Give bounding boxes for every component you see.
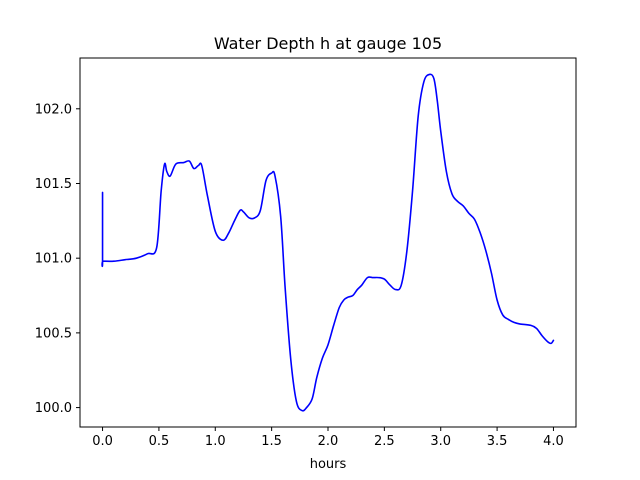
y-tick-label: 101.0 — [35, 252, 72, 267]
x-tick-label: 1.5 — [261, 434, 282, 449]
x-tick-label: 3.0 — [430, 434, 451, 449]
axis-ticks: 0.0 0.5 1.0 1.5 2.0 2.5 3.0 3.5 4.0 100.0 100.5 101… — [35, 102, 564, 449]
x-tick-label: 2.0 — [318, 434, 339, 449]
x-tick-label: 4.0 — [543, 434, 564, 449]
x-tick-label: 0.5 — [149, 434, 170, 449]
x-axis-label: hours — [310, 457, 347, 472]
x-tick-label: 1.0 — [205, 434, 226, 449]
y-tick-label: 100.0 — [35, 401, 72, 416]
chart-title: Water Depth h at gauge 105 — [214, 34, 442, 53]
plot-area-frame — [79, 57, 577, 428]
x-tick-label: 2.5 — [374, 434, 395, 449]
y-tick-label: 100.5 — [35, 326, 72, 341]
x-tick-label: 0.0 — [92, 434, 113, 449]
y-tick-label: 101.5 — [35, 177, 72, 192]
series-line — [101, 73, 555, 412]
y-tick-label: 102.0 — [35, 102, 72, 117]
x-tick-label: 3.5 — [487, 434, 508, 449]
